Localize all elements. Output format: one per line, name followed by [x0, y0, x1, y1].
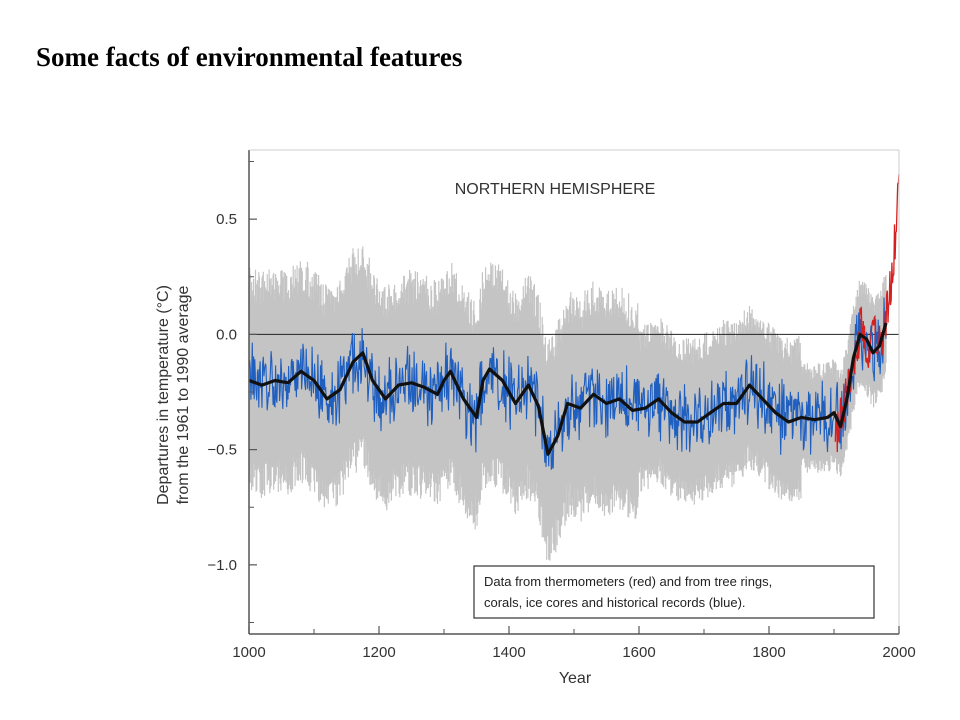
legend-line-1: Data from thermometers (red) and from tr…: [484, 574, 772, 589]
y-tick-label: −1.0: [207, 557, 237, 574]
chart-title: NORTHERN HEMISPHERE: [455, 181, 656, 198]
y-tick-label: 0.0: [216, 326, 237, 343]
y-tick-label: −0.5: [207, 442, 237, 459]
smoothed-line: [248, 322, 888, 456]
x-tick-label: 2000: [882, 644, 915, 661]
y-axis-title-line-2: from the 1961 to 1990 average: [175, 285, 192, 504]
y-axis-title-line-1: Departures in temperature (°C): [155, 285, 172, 505]
x-tick-label: 1600: [622, 644, 655, 661]
x-tick-label: 1800: [752, 644, 785, 661]
legend-line-2: corals, ice cores and historical records…: [484, 595, 746, 610]
y-axis-title: Departures in temperature (°C) from the …: [155, 285, 192, 505]
y-tick-label: 0.5: [216, 211, 237, 228]
axes: 1000 1200 1400 1600 1800 2000 0.5 0.0 −0.5 −1.0: [207, 149, 916, 661]
x-tick-label: 1200: [362, 644, 395, 661]
slide-title: Some facts of environmental features: [36, 42, 463, 72]
legend-box: [473, 565, 875, 619]
proxy-record-line: [248, 297, 887, 470]
legend: Data from thermometers (red) and from tr…: [473, 565, 875, 619]
x-axis-title: Year: [559, 670, 592, 687]
thermometer-record-line: [834, 174, 900, 453]
x-tick-label: 1400: [492, 644, 525, 661]
x-tick-label: 1000: [232, 644, 265, 661]
